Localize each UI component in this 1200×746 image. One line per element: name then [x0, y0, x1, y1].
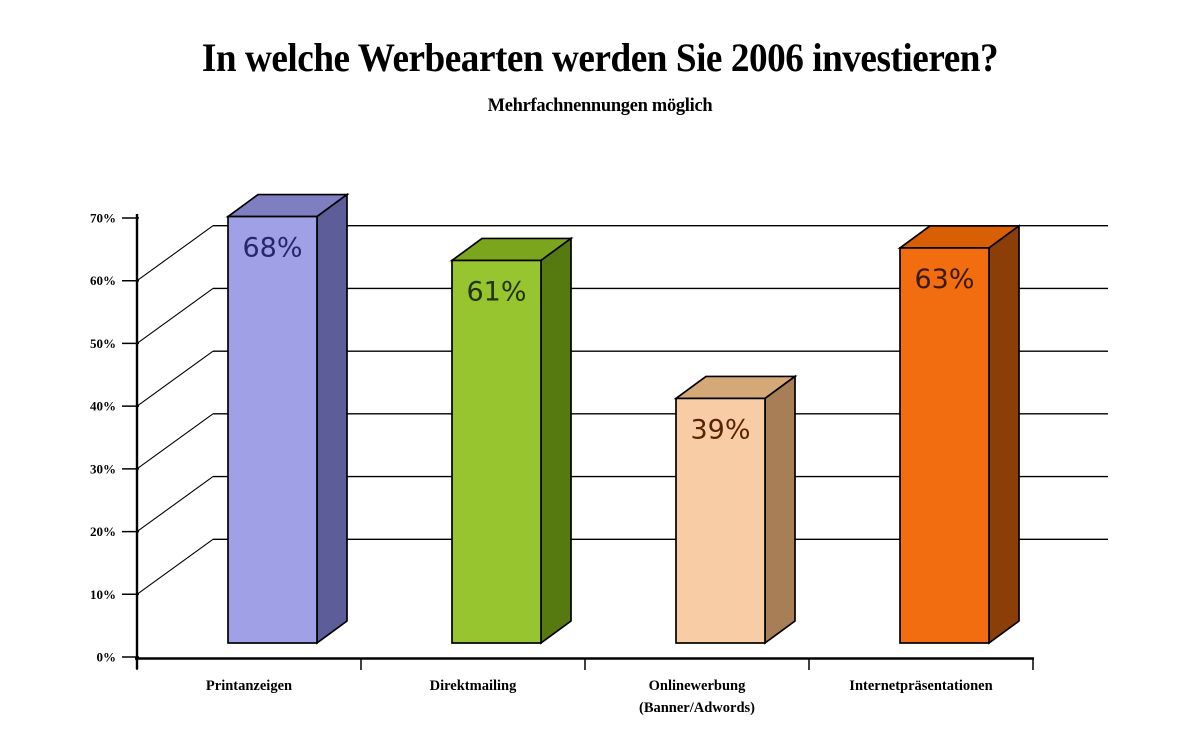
- category-label-direktmailing: Direktmailing: [430, 678, 517, 694]
- bar-front-onlinewerbung: [675, 397, 766, 644]
- y-tick-label-50: 50%: [90, 336, 116, 351]
- y-tick-label-70: 70%: [90, 211, 116, 226]
- bar-front-internetpr-sentationen: [899, 247, 990, 644]
- chart-title: In welche Werbearten werden Sie 2006 inv…: [201, 35, 999, 80]
- grid-depth-line-60: [136, 225, 214, 282]
- grid-depth-line-10: [136, 538, 214, 595]
- bar-side-internetpr-sentationen: [988, 224, 1020, 645]
- grid-depth-line-30: [136, 413, 214, 470]
- bar-side-printanzeigen: [316, 192, 348, 645]
- bar-value-label-internetpr-sentationen: 63%: [914, 264, 974, 295]
- y-tick-label-60: 60%: [90, 273, 116, 288]
- bar-front-printanzeigen: [227, 215, 318, 644]
- grid-depth-line-40: [136, 350, 214, 407]
- bar-side-direktmailing: [540, 236, 572, 645]
- y-tick-label-40: 40%: [90, 399, 116, 414]
- category-label-onlinewerbung: Onlinewerbung: [649, 678, 746, 694]
- category-label-printanzeigen: Printanzeigen: [206, 678, 292, 694]
- grid-depth-line-20: [136, 476, 214, 533]
- bar-value-label-direktmailing: 61%: [466, 276, 526, 307]
- bar-front-direktmailing: [451, 259, 542, 644]
- y-tick-label-0: 0%: [97, 650, 117, 665]
- category-sublabel-onlinewerbung: (Banner/Adwords): [639, 700, 755, 716]
- bar-value-label-onlinewerbung: 39%: [690, 414, 750, 445]
- y-tick-label-30: 30%: [90, 461, 116, 476]
- chart-subtitle: Mehrfachnennungen möglich: [487, 95, 713, 116]
- y-tick-label-10: 10%: [90, 587, 116, 602]
- category-label-internetpr-sentationen: Internetpräsentationen: [849, 678, 992, 694]
- grid-depth-line-50: [136, 287, 214, 344]
- bar-value-label-printanzeigen: 68%: [242, 233, 302, 264]
- y-tick-label-20: 20%: [90, 524, 116, 539]
- bar-side-onlinewerbung: [764, 374, 796, 645]
